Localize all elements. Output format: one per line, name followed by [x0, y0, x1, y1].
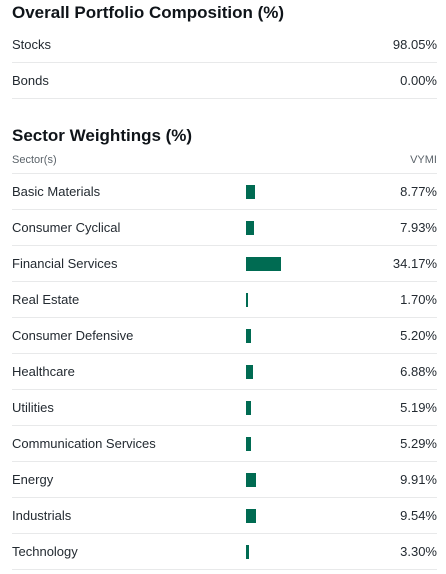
section-spacer [12, 99, 437, 125]
sector-value: 9.54% [400, 508, 437, 523]
sector-row: Utilities 5.19% [12, 390, 437, 426]
sector-row: Financial Services 34.17% [12, 246, 437, 282]
sector-label: Financial Services [12, 256, 118, 271]
sector-label: Technology [12, 544, 78, 559]
sector-label: Healthcare [12, 364, 75, 379]
fund-column-header: VYMI [410, 154, 437, 166]
sector-label: Consumer Cyclical [12, 220, 121, 235]
sector-value: 1.70% [400, 292, 437, 307]
sector-row: Consumer Cyclical 7.93% [12, 210, 437, 246]
sector-bar-track [246, 472, 346, 487]
sector-label: Utilities [12, 400, 54, 415]
sector-value: 5.29% [400, 436, 437, 451]
composition-row-bonds: Bonds 0.00% [12, 63, 437, 99]
sector-bar [246, 292, 248, 307]
sector-bar [246, 436, 251, 451]
sector-bar [246, 472, 256, 487]
sector-bar-track [246, 256, 346, 271]
sector-bar-track [246, 364, 346, 379]
sector-value: 8.77% [400, 184, 437, 199]
composition-title: Overall Portfolio Composition (%) [12, 3, 285, 22]
sector-bar [246, 328, 251, 343]
sector-value: 5.20% [400, 328, 437, 343]
sector-label: Real Estate [12, 292, 80, 307]
sector-row: Energy 9.91% [12, 462, 437, 498]
sector-bar [246, 184, 255, 199]
sector-value: 9.91% [400, 472, 437, 487]
sector-bar [246, 508, 256, 523]
sector-bar-track [246, 292, 346, 307]
composition-label: Bonds [12, 73, 49, 88]
sector-column-header: Sector(s) [12, 154, 57, 166]
sector-bar [246, 220, 254, 235]
sector-bar-track [246, 328, 346, 343]
sector-weightings-title: Sector Weightings (%) [12, 126, 193, 145]
sector-bar-track [246, 544, 346, 559]
sector-value: 34.17% [392, 256, 437, 271]
sector-value: 5.19% [400, 400, 437, 415]
sector-table-header: Sector(s) VYMI [12, 147, 437, 174]
sector-label: Basic Materials [12, 184, 101, 199]
sector-row: Consumer Defensive 5.20% [12, 318, 437, 354]
sector-bar [246, 400, 251, 415]
sector-label: Consumer Defensive [12, 328, 134, 343]
sector-list: Basic Materials 8.77% Consumer Cyclical … [12, 174, 437, 570]
sector-row: Technology 3.30% [12, 534, 437, 570]
sector-label: Industrials [12, 508, 72, 523]
composition-row-stocks: Stocks 98.05% [12, 27, 437, 63]
sector-bar [246, 364, 253, 379]
sector-bar-track [246, 400, 346, 415]
sector-bar-track [246, 436, 346, 451]
sector-bar-track [246, 184, 346, 199]
sector-row: Industrials 9.54% [12, 498, 437, 534]
composition-value: 0.00% [400, 73, 437, 88]
sector-row: Real Estate 1.70% [12, 282, 437, 318]
sector-row: Basic Materials 8.77% [12, 174, 437, 210]
sector-bar [246, 544, 249, 559]
composition-list: Stocks 98.05% Bonds 0.00% [12, 27, 437, 99]
composition-label: Stocks [12, 37, 52, 52]
sector-label: Energy [12, 472, 54, 487]
sector-row: Communication Services 5.29% [12, 426, 437, 462]
sector-value: 7.93% [400, 220, 437, 235]
sector-row: Healthcare 6.88% [12, 354, 437, 390]
sector-bar-track [246, 508, 346, 523]
sector-value: 6.88% [400, 364, 437, 379]
sector-bar [246, 256, 281, 271]
sector-label: Communication Services [12, 436, 156, 451]
sector-value: 3.30% [400, 544, 437, 559]
composition-value: 98.05% [392, 37, 437, 52]
sector-bar-track [246, 220, 346, 235]
